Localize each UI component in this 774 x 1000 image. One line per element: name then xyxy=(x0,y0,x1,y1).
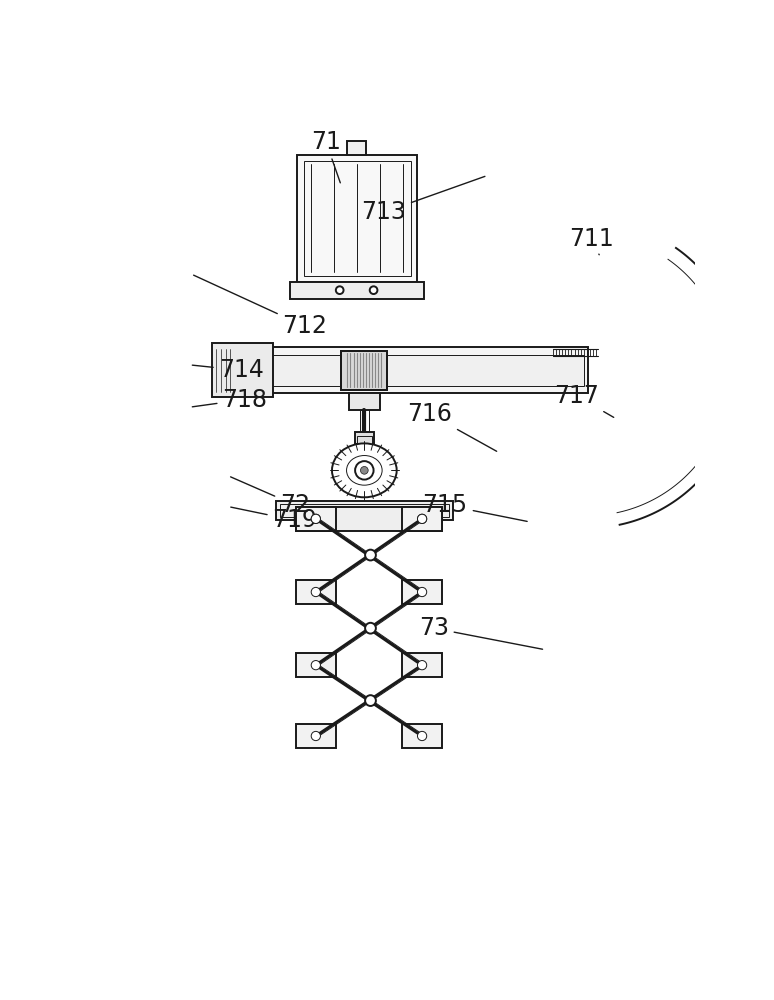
Circle shape xyxy=(370,286,378,294)
Bar xyxy=(296,724,336,748)
Bar xyxy=(341,351,388,389)
Bar xyxy=(222,355,584,386)
Text: 717: 717 xyxy=(553,384,614,417)
Circle shape xyxy=(417,587,426,597)
Circle shape xyxy=(365,695,376,706)
Text: 718: 718 xyxy=(192,388,268,412)
Circle shape xyxy=(365,550,376,560)
Circle shape xyxy=(417,514,426,523)
Bar xyxy=(279,504,449,517)
Circle shape xyxy=(361,466,368,474)
Circle shape xyxy=(311,587,320,597)
Bar xyxy=(276,501,453,520)
Circle shape xyxy=(417,514,426,523)
Circle shape xyxy=(417,661,426,670)
Circle shape xyxy=(311,661,320,670)
Circle shape xyxy=(355,461,374,480)
Bar xyxy=(296,507,336,531)
Text: 72: 72 xyxy=(231,477,310,517)
Text: 716: 716 xyxy=(407,402,497,451)
Bar xyxy=(402,507,442,531)
Bar xyxy=(402,653,442,677)
Circle shape xyxy=(311,514,320,523)
Bar xyxy=(296,507,336,531)
Bar xyxy=(296,653,336,677)
Bar xyxy=(357,436,372,448)
Ellipse shape xyxy=(332,443,397,497)
Bar xyxy=(355,432,374,444)
Text: 712: 712 xyxy=(194,275,327,338)
Bar xyxy=(289,282,424,299)
Text: 713: 713 xyxy=(361,176,485,224)
Circle shape xyxy=(417,731,426,741)
Circle shape xyxy=(365,623,376,634)
Bar xyxy=(218,347,587,393)
Bar xyxy=(296,507,442,531)
Circle shape xyxy=(311,514,320,523)
Bar xyxy=(348,141,366,155)
Bar xyxy=(349,393,380,410)
Text: 715: 715 xyxy=(423,493,527,521)
Text: 71: 71 xyxy=(311,130,341,183)
Text: 714: 714 xyxy=(192,358,264,382)
Circle shape xyxy=(311,731,320,741)
Text: 73: 73 xyxy=(419,616,543,649)
Bar xyxy=(212,343,273,397)
Bar xyxy=(296,580,336,604)
Text: 719: 719 xyxy=(231,507,317,532)
Bar xyxy=(402,724,442,748)
Bar xyxy=(303,161,410,276)
Bar xyxy=(402,580,442,604)
Bar xyxy=(402,507,442,531)
Text: 711: 711 xyxy=(569,227,614,255)
Bar xyxy=(341,351,388,389)
Circle shape xyxy=(336,286,344,294)
Bar xyxy=(297,155,416,282)
